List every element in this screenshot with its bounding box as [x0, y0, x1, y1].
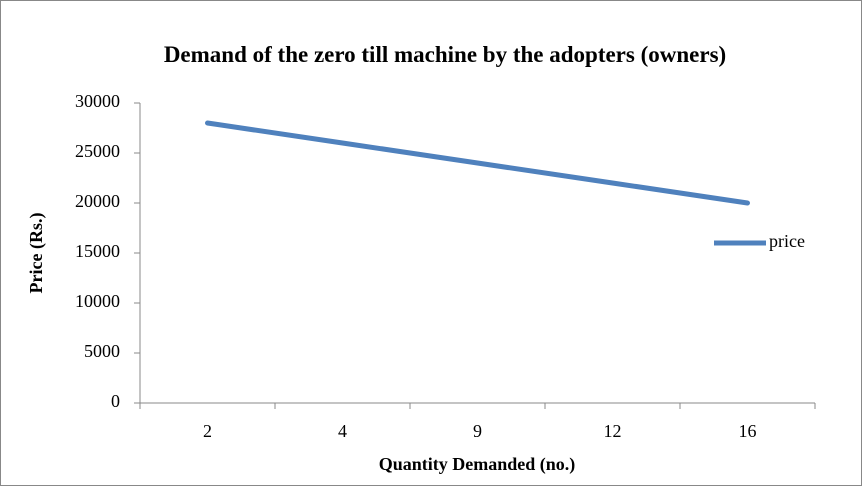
legend-label: price: [769, 231, 805, 251]
y-tick-label: 0: [111, 391, 120, 411]
y-axis-label: Price (Rs.): [26, 213, 47, 294]
x-axis-label: Quantity Demanded (no.): [379, 454, 576, 475]
y-tick-label: 15000: [75, 241, 120, 261]
x-tick-label: 9: [473, 421, 482, 441]
y-tick-label: 20000: [75, 191, 120, 211]
x-tick-label: 2: [203, 421, 212, 441]
y-tick-label: 30000: [75, 91, 120, 111]
chart-title: Demand of the zero till machine by the a…: [163, 42, 727, 67]
x-tick-label: 16: [739, 421, 757, 441]
line-series: [205, 120, 750, 206]
y-tick-label: 10000: [75, 291, 120, 311]
x-tick-label: 4: [338, 421, 347, 441]
y-tick-label: 5000: [84, 341, 120, 361]
x-tick-label: 12: [604, 421, 622, 441]
y-tick-label: 25000: [75, 141, 120, 161]
